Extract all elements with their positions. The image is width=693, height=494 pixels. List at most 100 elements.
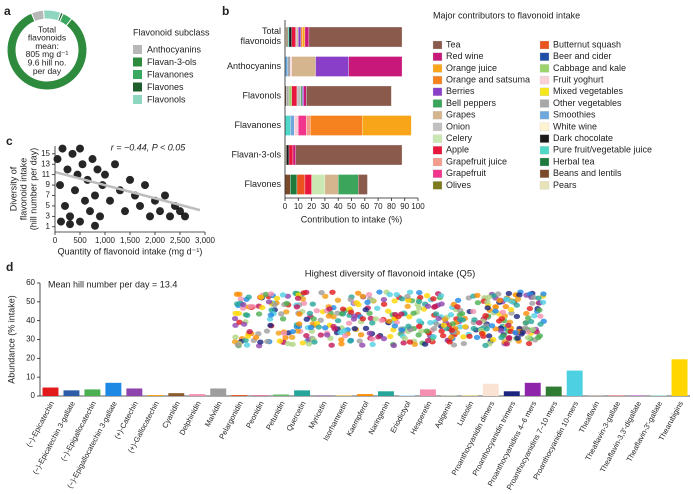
illustration-dot <box>418 328 425 334</box>
illustration-dot <box>507 306 515 313</box>
illustration-dot <box>243 342 251 348</box>
x-tick-label: Malvidin <box>203 400 224 429</box>
illustration-dot <box>513 302 520 308</box>
illustration-dot <box>305 341 313 347</box>
bar-segment <box>292 144 296 166</box>
illustration-dot <box>337 329 344 336</box>
bar <box>587 395 604 396</box>
bar-segment <box>295 144 403 166</box>
bar-segment <box>290 174 298 195</box>
x-tick-label: Peonidin <box>244 400 266 430</box>
x-tick-label: Cyanidin <box>160 400 182 430</box>
illustration-dot <box>485 333 493 339</box>
illustration-dot <box>504 297 511 303</box>
legend-swatch <box>432 181 443 190</box>
x-tick-label: Myricetin <box>307 400 329 431</box>
illustration-dot <box>267 322 274 328</box>
illustration-dot <box>524 329 532 335</box>
legend-swatch <box>539 157 550 167</box>
illustration-dot <box>328 342 335 348</box>
legend-swatch <box>432 146 443 155</box>
illustration-dot <box>516 292 523 298</box>
bar-segment <box>286 144 290 166</box>
illustration-dot <box>338 311 346 317</box>
illustration-dot <box>347 296 354 303</box>
bar-segment <box>294 115 299 136</box>
illustration-dot <box>460 340 468 347</box>
scatter-point <box>53 155 62 164</box>
illustration-dot <box>400 340 407 346</box>
illustration-dot <box>288 334 296 340</box>
y-axis-label: flavonoid intake <box>18 158 28 221</box>
x-tick-label: Hesperetin <box>408 400 433 436</box>
bar <box>629 395 646 396</box>
illustration-dot <box>283 300 290 306</box>
center-text: 805 mg d⁻¹ <box>26 49 69 59</box>
illustration-dot <box>267 291 275 297</box>
legend-label: Apple <box>446 145 469 155</box>
illustration-dot <box>322 325 329 331</box>
illustration-dot <box>307 324 315 330</box>
bar-segment <box>348 56 403 77</box>
illustration-dot <box>471 317 478 323</box>
illustration-dot <box>535 335 542 341</box>
illustration-dot <box>267 312 275 318</box>
x-tick-label: Delphinidin <box>177 400 202 437</box>
bar-segment <box>306 85 392 107</box>
legend-label: Dark chocolate <box>553 133 613 143</box>
bar-segment <box>304 26 310 48</box>
y-tick-label: Flavonols <box>242 90 281 100</box>
x-tick-label: Quercetin <box>284 400 307 433</box>
panel-label: b <box>222 4 229 18</box>
bar-segment <box>304 174 312 195</box>
illustration-dot <box>334 297 342 303</box>
scatter-point <box>66 212 74 221</box>
y-axis-label: (hill number per day) <box>28 148 38 231</box>
scatter-point <box>126 175 134 184</box>
legend-label: Fruit yoghurt <box>553 74 604 84</box>
illustration-dot <box>244 333 252 339</box>
illustration-dot <box>475 320 483 326</box>
illustration-dot <box>498 334 505 341</box>
y-tick-label: 13 <box>41 159 50 168</box>
illustration-dot <box>537 321 544 327</box>
bar-segment <box>290 115 295 136</box>
x-tick-label: 2,500 <box>170 236 191 245</box>
illustration-dot <box>454 297 462 303</box>
x-tick-label: 80 <box>387 202 396 211</box>
illustration-dot <box>351 326 358 332</box>
x-axis-label: Contribution to intake (%) <box>301 214 403 224</box>
scatter-point <box>111 160 119 169</box>
legend-title: Flavonoid subclass <box>133 27 210 37</box>
y-tick-label: 3 <box>46 211 51 220</box>
bar-segment <box>298 26 302 48</box>
donut-segment <box>6 12 88 91</box>
bar-segment <box>288 144 294 166</box>
illustration-dot <box>482 313 489 319</box>
illustration-dot <box>299 296 307 302</box>
bar <box>252 395 269 396</box>
illustration-dot <box>391 323 399 329</box>
scatter-point <box>166 212 174 221</box>
legend-label: Pure fruit/vegetable juice <box>553 145 652 155</box>
illustration-dot <box>466 333 473 339</box>
illustration-dot <box>262 291 270 298</box>
legend-swatch <box>432 52 443 61</box>
bar-segment <box>315 56 349 77</box>
legend-swatch <box>432 157 443 167</box>
legend-swatch <box>133 45 142 54</box>
illustration-dot <box>252 334 260 341</box>
illustration-dot <box>470 308 477 315</box>
illustration-dot <box>330 323 337 330</box>
illustration-dot <box>303 333 310 339</box>
illustration-dot <box>347 338 354 344</box>
scatter-point <box>106 196 114 205</box>
bar-segment <box>361 115 412 136</box>
illustration-dot <box>338 341 345 347</box>
illustration-dot <box>309 301 316 307</box>
illustration-dot <box>276 338 284 344</box>
scatter-point <box>68 149 77 158</box>
illustration-dot <box>306 310 314 316</box>
illustration-dot <box>322 293 329 299</box>
illustration-dot <box>435 315 442 322</box>
